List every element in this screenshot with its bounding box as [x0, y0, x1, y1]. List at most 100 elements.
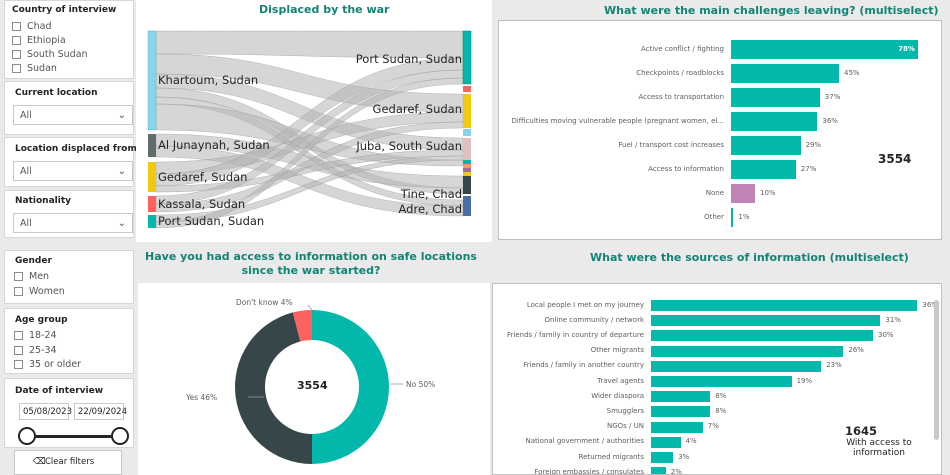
sankey-source-label: Khartoum, Sudan	[158, 73, 259, 87]
bar[interactable]	[731, 40, 919, 59]
node-small-5[interactable]	[463, 168, 471, 172]
checkbox-icon[interactable]	[14, 360, 23, 369]
country-option-south-sudan[interactable]: South Sudan	[12, 49, 88, 60]
bar-category-label: NGOs / UN	[607, 422, 644, 431]
node-khartoum[interactable]	[147, 30, 157, 131]
checkbox-icon[interactable]	[14, 272, 23, 281]
nationality-title: Nationality	[15, 196, 71, 206]
gender-option-women[interactable]: Women	[14, 286, 65, 297]
donut-slice-yes[interactable]	[235, 312, 312, 464]
bar[interactable]	[651, 436, 681, 448]
date-slider-end-handle[interactable]	[111, 427, 129, 445]
sources-scrollbar[interactable]	[934, 300, 939, 440]
bar-category-label: Travel agents	[597, 376, 644, 385]
bar[interactable]	[731, 88, 820, 107]
bar[interactable]	[731, 160, 796, 179]
bar-value-label: 8%	[715, 391, 727, 400]
current-location-title: Current location	[15, 88, 98, 98]
sankey-source-label: Gedaref, Sudan	[158, 170, 248, 184]
bar-value-label: 37%	[824, 92, 841, 101]
end-date-input[interactable]: 22/09/2024	[74, 403, 127, 420]
bar[interactable]	[731, 184, 755, 203]
node-port-sudan-source[interactable]	[148, 215, 156, 228]
slice-label-dont-know: Don't know 4%	[236, 298, 293, 307]
sources-bars: Local people I met on my journey 36% Onlin…	[493, 284, 941, 474]
date-slider-start-handle[interactable]	[18, 427, 36, 445]
bar-value-label: 3%	[678, 452, 690, 461]
bar[interactable]	[651, 315, 881, 327]
bar[interactable]	[651, 391, 711, 403]
checkbox-icon[interactable]	[14, 346, 23, 355]
bar[interactable]	[731, 136, 801, 155]
bar[interactable]	[731, 208, 734, 227]
bar[interactable]	[731, 112, 818, 131]
bar[interactable]	[651, 467, 666, 474]
bar[interactable]	[651, 300, 918, 311]
age-option-35-plus[interactable]: 35 or older	[14, 359, 81, 370]
bar-category-label: Checkpoints / roadblocks	[636, 68, 724, 77]
bar-category-label: Friends / family in country of departure	[507, 330, 644, 339]
checkbox-icon[interactable]	[14, 331, 23, 340]
node-gedaref-source[interactable]	[148, 162, 156, 192]
bar-category-label: Foreign embassies / consulates	[534, 467, 644, 475]
current-location-dropdown[interactable]: All ⌄	[13, 105, 133, 125]
node-small-4[interactable]	[463, 164, 471, 168]
bar-category-label: National government / authorities	[525, 437, 644, 446]
node-juba[interactable]	[463, 138, 471, 160]
checkbox-icon[interactable]	[12, 64, 21, 73]
sankey-visual: Displaced by the war	[136, 0, 492, 242]
bar[interactable]	[651, 330, 873, 342]
bar[interactable]	[651, 421, 703, 433]
bar[interactable]	[731, 64, 839, 83]
country-option-chad[interactable]: Chad	[12, 21, 52, 32]
node-gedaref-target[interactable]	[463, 94, 471, 128]
node-kassala[interactable]	[148, 196, 156, 212]
bar[interactable]	[651, 452, 674, 463]
age-option-18-24[interactable]: 18-24	[14, 330, 57, 341]
sources-chart: Local people I met on my journey 36% Onlin…	[492, 283, 942, 475]
gender-option-men[interactable]: Men	[14, 271, 49, 282]
displaced-from-title: Location displaced from	[15, 144, 137, 154]
bar-category-label: Access to information	[648, 164, 724, 173]
node-small-1[interactable]	[463, 86, 471, 92]
bar[interactable]	[651, 376, 792, 387]
bar-category-label: Friends / family in another country	[523, 361, 644, 370]
node-port-sudan-target[interactable]	[462, 30, 472, 85]
donut-slice-no[interactable]	[312, 310, 389, 464]
bar[interactable]	[651, 345, 844, 357]
node-small-2[interactable]	[463, 129, 471, 136]
bar-category-label: Other migrants	[590, 346, 644, 355]
country-option-sudan[interactable]: Sudan	[12, 63, 57, 74]
node-al-junaynah[interactable]	[148, 134, 156, 157]
country-option-ethiopia[interactable]: Ethiopia	[12, 35, 66, 46]
displaced-from-dropdown[interactable]: All ⌄	[13, 161, 133, 181]
clear-filters-button[interactable]: ⌫ Clear filters	[14, 450, 122, 475]
node-small-3[interactable]	[463, 160, 471, 164]
checkbox-icon[interactable]	[12, 22, 21, 31]
bar[interactable]	[651, 360, 822, 372]
bar-category-label: Local people I met on my journey	[526, 300, 644, 309]
bar-value-label: 36%	[922, 300, 938, 309]
checkbox-icon[interactable]	[12, 50, 21, 59]
date-slider-track[interactable]	[27, 435, 121, 438]
bar-value-label: 27%	[800, 164, 817, 173]
info-access-title: Have you had access to information on sa…	[145, 250, 477, 277]
challenges-bars: Active conflict / fighting 78% Checkpoints…	[499, 21, 941, 239]
checkbox-icon[interactable]	[12, 36, 21, 45]
age-option-25-34[interactable]: 25-34	[14, 345, 57, 356]
date-filter-title: Date of interview	[15, 386, 104, 396]
node-adre[interactable]	[463, 196, 471, 216]
donut-slice-don-t-know[interactable]	[292, 310, 312, 342]
bar[interactable]	[651, 406, 711, 418]
node-small-6[interactable]	[463, 172, 471, 176]
nationality-dropdown[interactable]: All ⌄	[13, 213, 133, 233]
node-tine[interactable]	[463, 176, 471, 194]
start-date-input[interactable]: 05/08/2023	[19, 403, 72, 420]
checkbox-icon[interactable]	[14, 287, 23, 296]
bar-value-label: 7%	[707, 422, 719, 431]
info-access-kpi: 3554	[297, 379, 328, 392]
country-filter: Country of interview Chad Ethiopia South…	[4, 0, 134, 79]
sankey-target-label: Adre, Chad	[398, 202, 463, 216]
age-group-title: Age group	[15, 315, 68, 325]
bar-value-label: 30%	[878, 330, 894, 339]
